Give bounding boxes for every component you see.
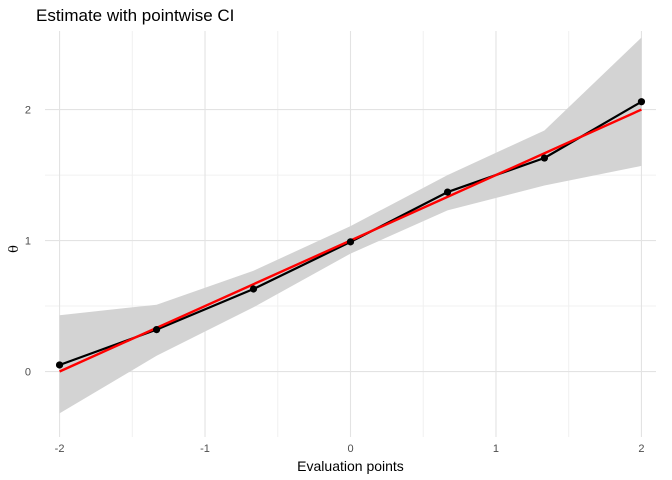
series-layer <box>55 98 646 373</box>
y-tick-labels: 0 1 2 <box>25 105 31 379</box>
x-tick-label: 1 <box>493 443 499 455</box>
x-tick-label: 2 <box>638 443 644 455</box>
estimate-point <box>443 188 452 196</box>
x-tick-label: -2 <box>55 443 65 455</box>
x-tick-labels: -2 -1 0 1 2 <box>55 443 645 455</box>
estimate-point <box>152 326 161 334</box>
estimate-point <box>346 238 355 246</box>
y-tick-label: 1 <box>25 236 31 248</box>
estimate-point <box>249 285 258 293</box>
x-axis-label: Evaluation points <box>297 458 404 474</box>
y-axis-label: θ <box>7 245 22 253</box>
y-tick-label: 0 <box>25 367 31 379</box>
estimate-point <box>55 361 64 369</box>
confidence-band <box>59 37 642 414</box>
x-tick-label: 0 <box>347 443 353 455</box>
y-tick-label: 2 <box>25 105 31 117</box>
x-tick-label: -1 <box>200 443 210 455</box>
estimate-point <box>540 154 549 162</box>
confidence-band-layer <box>59 37 642 414</box>
estimate-point <box>637 98 646 106</box>
chart-title: Estimate with pointwise CI <box>36 6 234 25</box>
